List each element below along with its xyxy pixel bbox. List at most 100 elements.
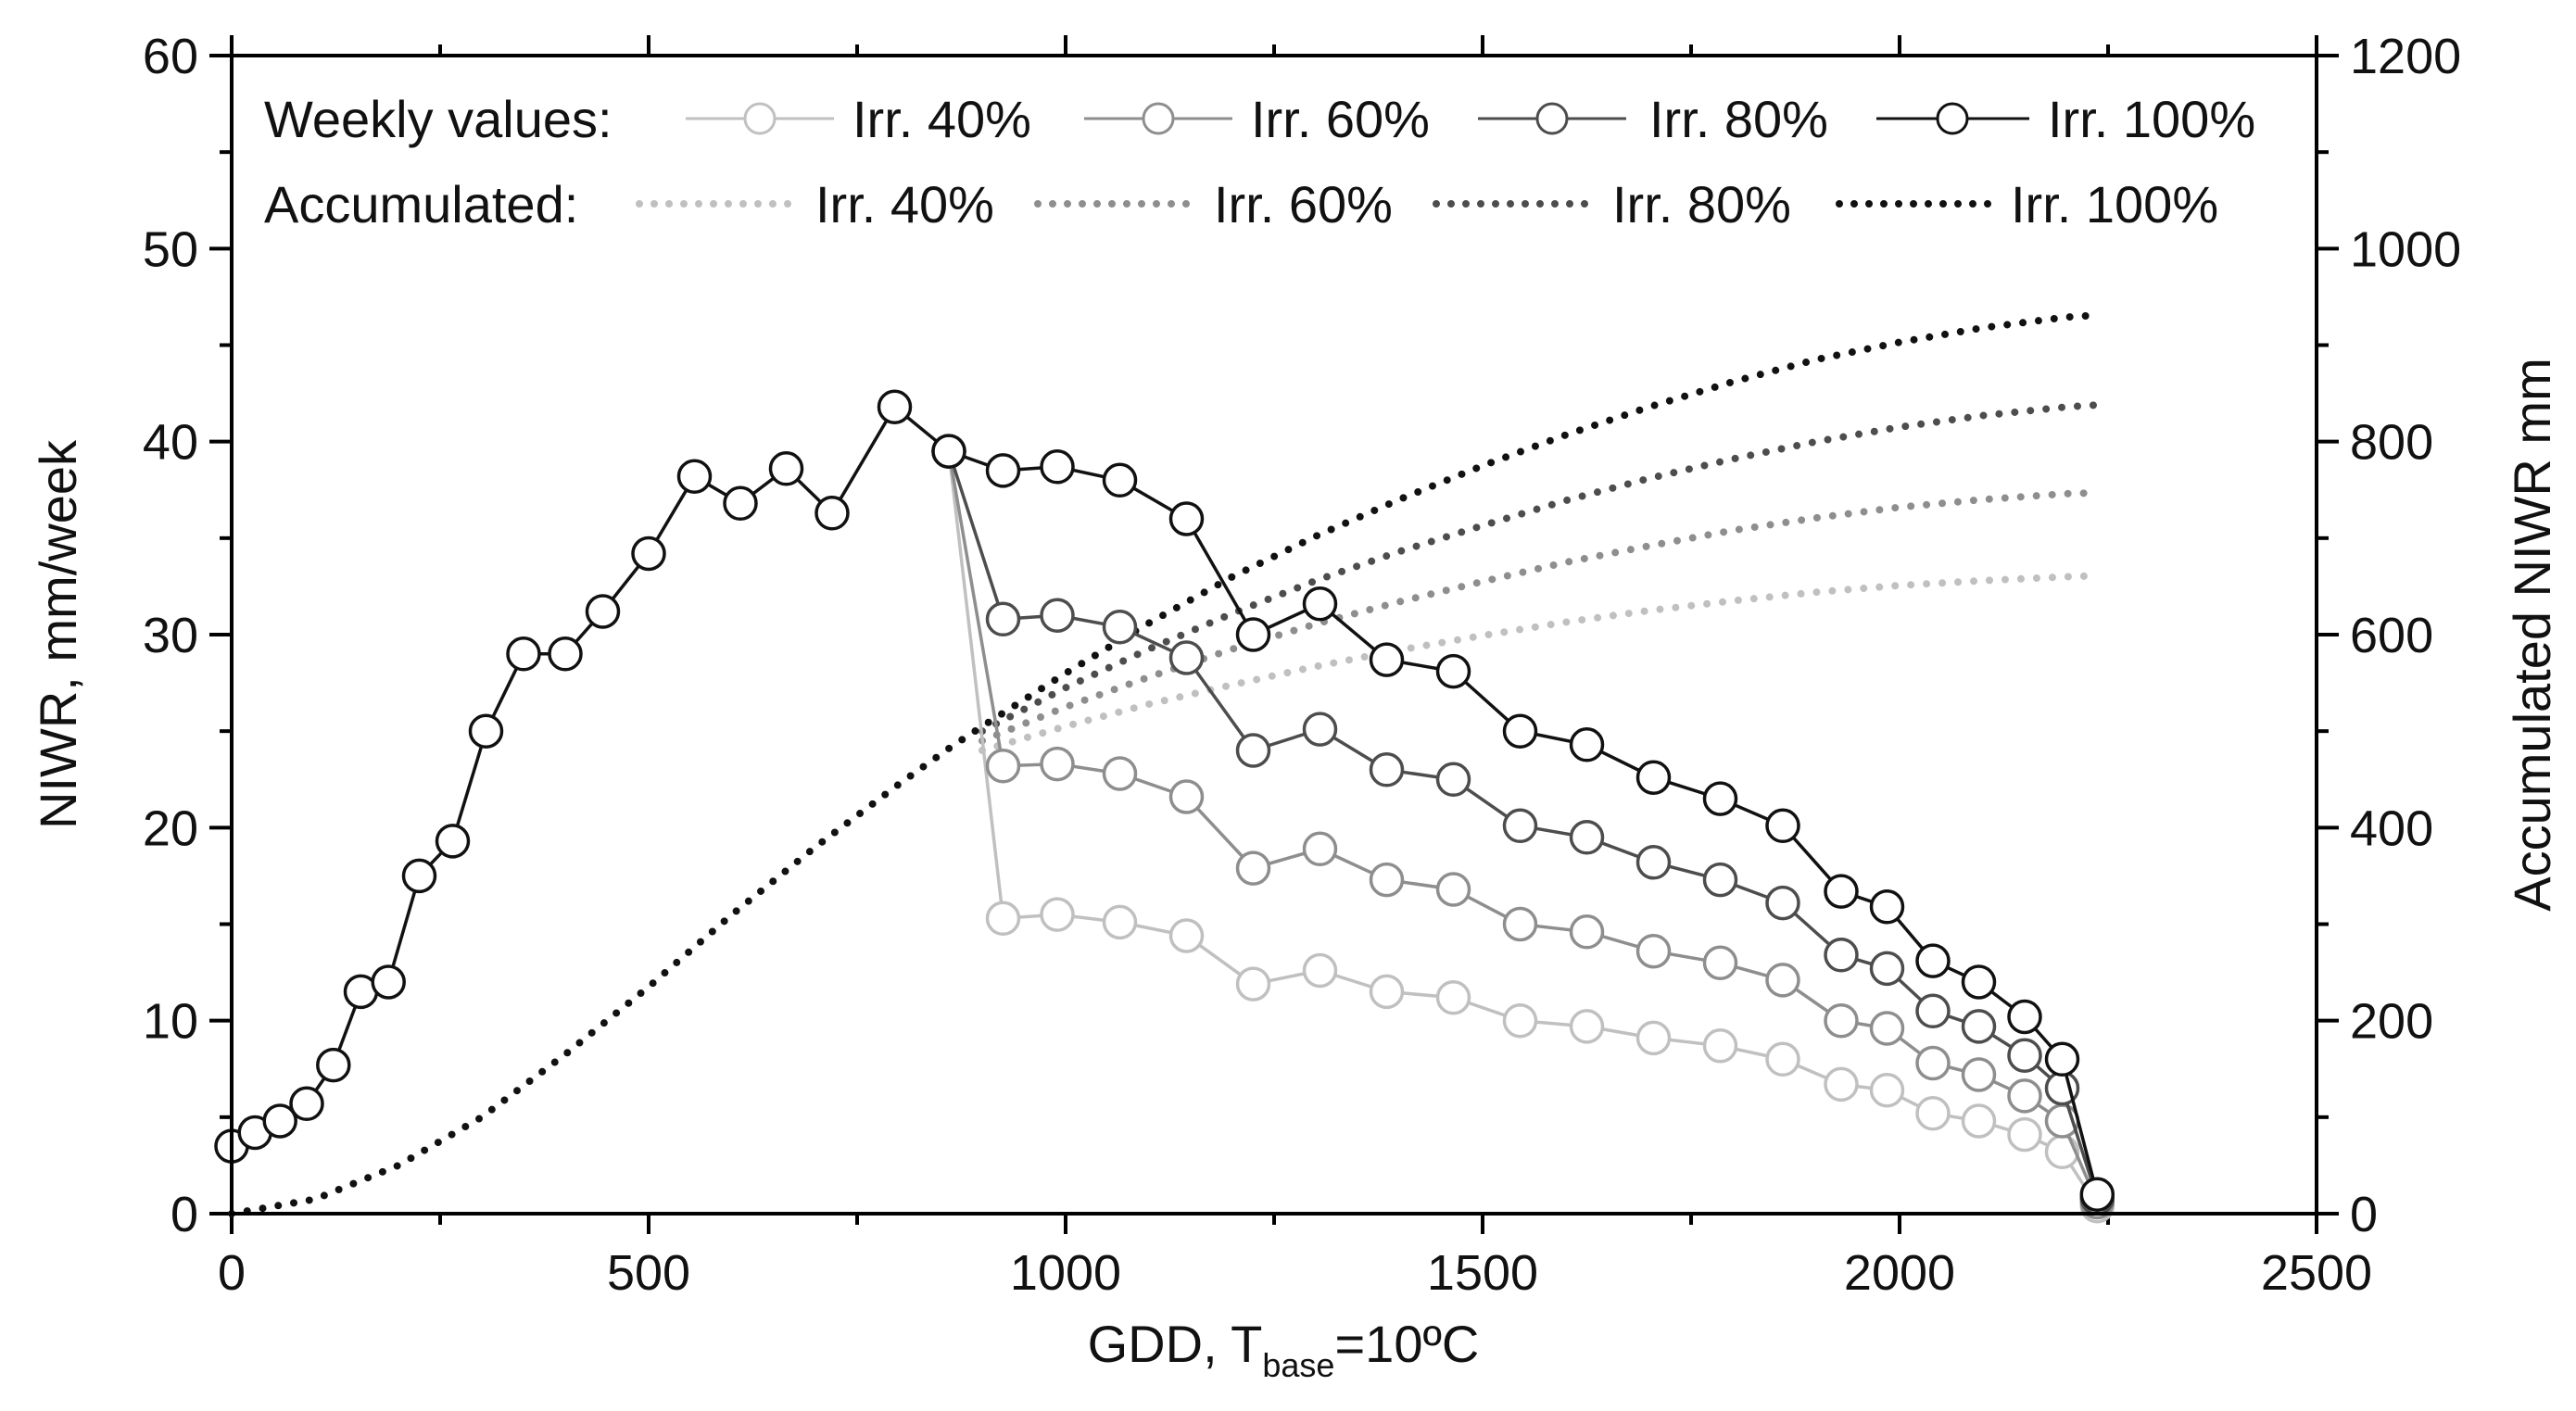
y2-tick-label: 800: [2350, 415, 2433, 471]
y2-tick-label: 600: [2350, 608, 2433, 663]
y-tick-label: 0: [170, 1187, 198, 1242]
weekly-point-irr-80: [1168, 640, 1205, 675]
legend-accumulated-irr-100-label: Irr. 100%: [2011, 175, 2218, 233]
weekly-point-irr-100: [877, 389, 913, 424]
legend-accumulated-title: Accumulated:: [264, 175, 578, 233]
weekly-point-irr-100: [1569, 727, 1605, 762]
legend-accumulated-irr-100: Irr. 100%: [1836, 175, 2218, 233]
weekly-point-irr-60: [1435, 872, 1471, 907]
weekly-point-irr-100: [1502, 713, 1538, 749]
x-tick-label: 1000: [1010, 1245, 1121, 1301]
weekly-point-irr-40: [1168, 918, 1205, 953]
weekly-point-irr-100: [931, 434, 966, 469]
weekly-point-irr-40: [1502, 1002, 1538, 1039]
y2-tick-label: 1200: [2350, 29, 2461, 84]
accumulated-line-irr-100: [228, 311, 2102, 1217]
weekly-point-irr-40: [1235, 966, 1271, 1002]
weekly-point-irr-40: [1435, 979, 1471, 1015]
y-tick-label: 20: [143, 800, 198, 856]
weekly-point-irr-100: [371, 964, 406, 1000]
legend-accumulated-irr-80-label: Irr. 80%: [1612, 175, 1791, 233]
weekly-point-irr-60: [1824, 1002, 1859, 1039]
weekly-point-irr-100: [676, 459, 713, 494]
legend-weekly-irr-40-label: Irr. 40%: [852, 90, 1031, 148]
y2-axis-title: Accumulated NIWR mm: [2503, 358, 2561, 911]
legend-weekly-irr-80: Irr. 80%: [1478, 90, 1828, 148]
legend-weekly-irr-40: Irr. 40%: [686, 90, 1031, 148]
weekly-point-irr-100: [585, 594, 621, 629]
accumulated-series-layer: [228, 311, 2102, 1217]
weekly-point-irr-100: [814, 496, 850, 531]
y2-tick-label: 400: [2350, 800, 2433, 856]
weekly-point-irr-100: [435, 824, 471, 859]
weekly-point-irr-80: [1102, 609, 1138, 645]
legend-weekly-irr-100-label: Irr. 100%: [2048, 90, 2255, 148]
legend-accumulated-irr-80: Irr. 80%: [1433, 175, 1791, 233]
weekly-point-irr-100: [316, 1047, 351, 1083]
x-axis-title: GDD, Tbase=10ºC: [1088, 1315, 1480, 1384]
weekly-point-irr-60: [1168, 779, 1205, 814]
weekly-point-irr-100: [1302, 586, 1338, 622]
weekly-point-irr-100: [548, 636, 583, 672]
legend-accumulated-irr-40-label: Irr. 40%: [815, 175, 994, 233]
weekly-point-irr-60: [1369, 862, 1405, 898]
weekly-point-irr-60: [1765, 963, 1800, 998]
y2-tick-label: 200: [2350, 994, 2433, 1050]
x-axis-title-tail: =10ºC: [1334, 1315, 1479, 1373]
weekly-point-irr-100: [468, 713, 504, 749]
weekly-point-irr-100: [1635, 760, 1672, 795]
weekly-point-irr-100: [1702, 781, 1738, 816]
weekly-point-irr-40: [1961, 1103, 1997, 1139]
y-tick-label: 30: [143, 608, 198, 663]
weekly-point-irr-100: [985, 453, 1021, 488]
plot-frame: [230, 54, 2318, 1216]
weekly-point-irr-40: [1869, 1072, 1905, 1108]
x-tick-label: 500: [607, 1245, 690, 1301]
weekly-point-irr-80: [985, 601, 1021, 637]
weekly-point-irr-100: [1435, 653, 1471, 689]
weekly-point-irr-100: [289, 1086, 324, 1122]
weekly-point-irr-80: [1435, 762, 1471, 798]
weekly-point-irr-100: [723, 485, 758, 522]
x-tick-label: 0: [218, 1245, 246, 1301]
weekly-point-irr-100: [1235, 617, 1271, 652]
legend-weekly-irr-60-marker: [1142, 102, 1175, 135]
weekly-point-irr-80: [1702, 862, 1738, 898]
weekly-point-irr-40: [1040, 897, 1075, 932]
weekly-point-irr-40: [1915, 1095, 1951, 1131]
weekly-series-layer: [214, 389, 2115, 1224]
weekly-point-irr-40: [1102, 904, 1138, 940]
weekly-point-irr-60: [1869, 1011, 1905, 1046]
weekly-point-irr-80: [1869, 951, 1905, 987]
weekly-point-irr-80: [1369, 752, 1405, 787]
y-tick-label: 50: [143, 221, 198, 277]
weekly-point-irr-100: [1102, 462, 1138, 498]
weekly-line-irr-100: [231, 404, 2099, 1195]
legend-weekly-irr-40-marker: [743, 102, 777, 135]
weekly-point-irr-60: [1302, 831, 1338, 867]
weekly-point-irr-80: [1502, 808, 1538, 844]
weekly-point-irr-80: [1635, 845, 1672, 880]
legend-weekly-irr-60-label: Irr. 60%: [1251, 90, 1430, 148]
weekly-point-irr-100: [1824, 874, 1859, 909]
weekly-point-irr-100: [2079, 1177, 2115, 1212]
legend-weekly-irr-100: Irr. 100%: [1876, 90, 2255, 148]
weekly-point-irr-60: [1102, 756, 1138, 791]
x-axis-title-main: GDD, T: [1088, 1315, 1263, 1373]
legend-weekly-irr-80-marker: [1535, 102, 1569, 135]
weekly-point-irr-80: [1765, 885, 1800, 921]
y-tick-label: 10: [143, 994, 198, 1050]
weekly-point-irr-60: [1569, 914, 1605, 950]
weekly-point-irr-100: [262, 1103, 297, 1139]
weekly-point-irr-60: [1235, 850, 1271, 886]
y2-tick-label: 1000: [2350, 221, 2461, 277]
weekly-point-irr-60: [1961, 1057, 1997, 1092]
y-tick-label: 60: [143, 29, 198, 84]
legend-weekly-irr-80-label: Irr. 80%: [1649, 90, 1828, 148]
weekly-point-irr-40: [1765, 1041, 1800, 1077]
x-tick-label: 1500: [1427, 1245, 1538, 1301]
weekly-point-irr-100: [2007, 999, 2042, 1035]
weekly-point-irr-100: [631, 535, 666, 572]
x-tick-label: 2000: [1844, 1245, 1955, 1301]
